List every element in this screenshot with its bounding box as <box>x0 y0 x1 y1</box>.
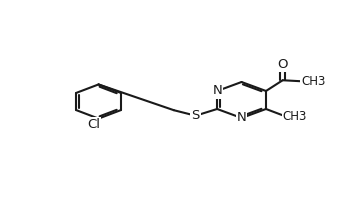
Text: O: O <box>277 58 288 71</box>
Text: CH3: CH3 <box>282 110 307 123</box>
Text: N: N <box>212 85 222 97</box>
Text: Cl: Cl <box>87 118 100 131</box>
Text: CH3: CH3 <box>301 75 325 88</box>
Text: S: S <box>191 109 200 122</box>
Text: N: N <box>237 111 246 125</box>
